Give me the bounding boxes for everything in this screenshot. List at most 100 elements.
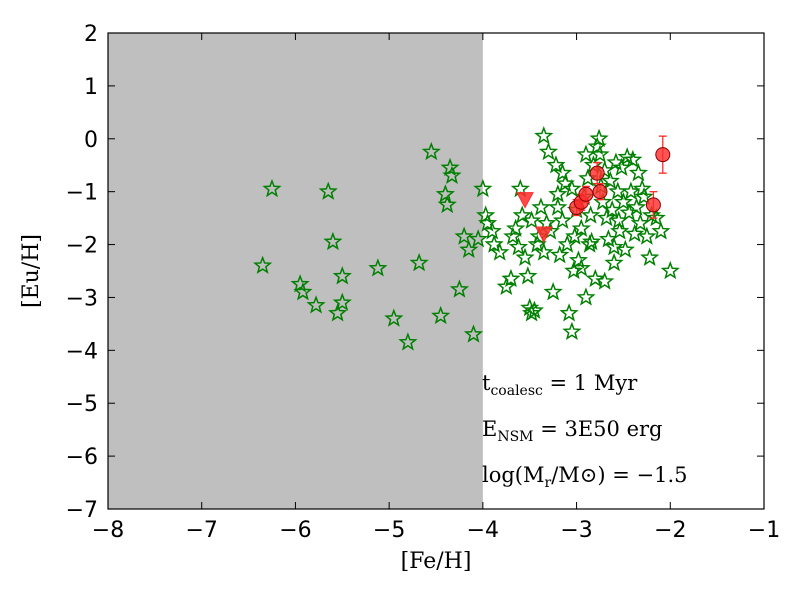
star-point (253, 255, 273, 274)
y-tick-label: −3 (66, 286, 98, 311)
star-point (637, 226, 657, 245)
star-point (585, 268, 605, 288)
y-tick-label: −1 (66, 181, 98, 206)
star-point (435, 184, 455, 203)
star-point (490, 242, 510, 261)
x-tick-label: −4 (467, 518, 499, 543)
star-point (600, 170, 620, 190)
x-tick-label: −3 (560, 518, 592, 543)
star-point (576, 144, 596, 163)
star-point (552, 163, 573, 182)
star-point (628, 163, 649, 182)
star-point (521, 210, 542, 229)
plot-area (108, 33, 483, 509)
annotation-line: log(Mr/M⊙) = −1.5 (482, 463, 688, 491)
y-tick-label: 1 (84, 75, 98, 100)
star-point (640, 247, 660, 266)
star-point (596, 208, 617, 227)
star-point (520, 297, 540, 317)
star-point (589, 128, 609, 147)
star-point (576, 287, 596, 306)
parameter-annotations: tcoalesc = 1 Myr ENSM = 3E50 erg log(Mr/M⊙… (482, 371, 688, 491)
star-point (557, 234, 577, 253)
star-point (293, 282, 313, 301)
circle-point (645, 197, 661, 213)
x-tick-label: −7 (185, 518, 217, 543)
star-point (609, 210, 629, 229)
star-point (619, 202, 639, 221)
star-point (506, 218, 526, 237)
star-point (548, 197, 568, 216)
star-point (473, 178, 493, 198)
star-point (617, 147, 637, 166)
star-point (306, 295, 326, 314)
star-point (646, 208, 666, 227)
axes-frame (107, 32, 765, 510)
star-point (626, 197, 647, 216)
x-tick-label: −6 (279, 518, 311, 543)
y-tick-label: 2 (84, 22, 98, 47)
star-point (634, 186, 654, 206)
star-point (598, 229, 619, 248)
star-point (534, 242, 554, 261)
star-point (515, 247, 535, 266)
star-point (442, 165, 462, 184)
upper-limit-triangle (516, 192, 534, 209)
star-point (332, 292, 352, 311)
star-point (562, 178, 582, 198)
annotation-line: tcoalesc = 1 Myr (482, 371, 638, 399)
circle-point (589, 165, 605, 181)
star-point (630, 213, 650, 232)
x-tick-label: −8 (92, 518, 124, 543)
y-axis-label: [Eu/H] (19, 234, 44, 308)
star-point (590, 144, 610, 163)
star-point (323, 231, 343, 251)
x-tick-label: −1 (748, 518, 780, 543)
star-point (564, 260, 584, 280)
star-point (477, 213, 498, 232)
star-point (581, 205, 601, 224)
star-point (568, 250, 589, 269)
star-point (454, 226, 474, 245)
star-point (546, 155, 566, 174)
star-point (508, 237, 529, 256)
star-point (538, 141, 559, 161)
star-point (625, 223, 645, 243)
star-point (595, 271, 615, 290)
star-point (524, 300, 545, 319)
y-tick-label: −6 (66, 445, 98, 470)
star-point (327, 303, 348, 322)
star-point (384, 308, 404, 327)
star-point (552, 210, 573, 229)
star-point (431, 305, 451, 325)
star-point (531, 197, 551, 216)
star-point (660, 260, 680, 280)
star-point (368, 258, 388, 277)
star-point (651, 221, 671, 240)
annotation-line: ENSM = 3E50 erg (482, 417, 662, 445)
star-point (421, 141, 441, 161)
star-point (463, 324, 484, 343)
star-point (562, 321, 582, 340)
star-point (290, 274, 310, 293)
star-point (565, 226, 585, 245)
star-point (318, 181, 338, 200)
star-point (623, 149, 643, 169)
circle-point (655, 147, 671, 163)
star-point (496, 276, 516, 296)
circle-point (592, 184, 608, 200)
star-point (543, 282, 563, 301)
y-tick-label: 0 (84, 128, 98, 153)
y-tick-label: −7 (66, 498, 98, 523)
star-point (611, 157, 632, 177)
star-point (518, 266, 538, 285)
star-point (501, 268, 521, 288)
star-point (602, 200, 622, 219)
star-point (512, 205, 532, 224)
star-point (398, 332, 418, 351)
star-point (484, 234, 504, 253)
star-point (610, 221, 630, 240)
circle-point (578, 186, 594, 202)
